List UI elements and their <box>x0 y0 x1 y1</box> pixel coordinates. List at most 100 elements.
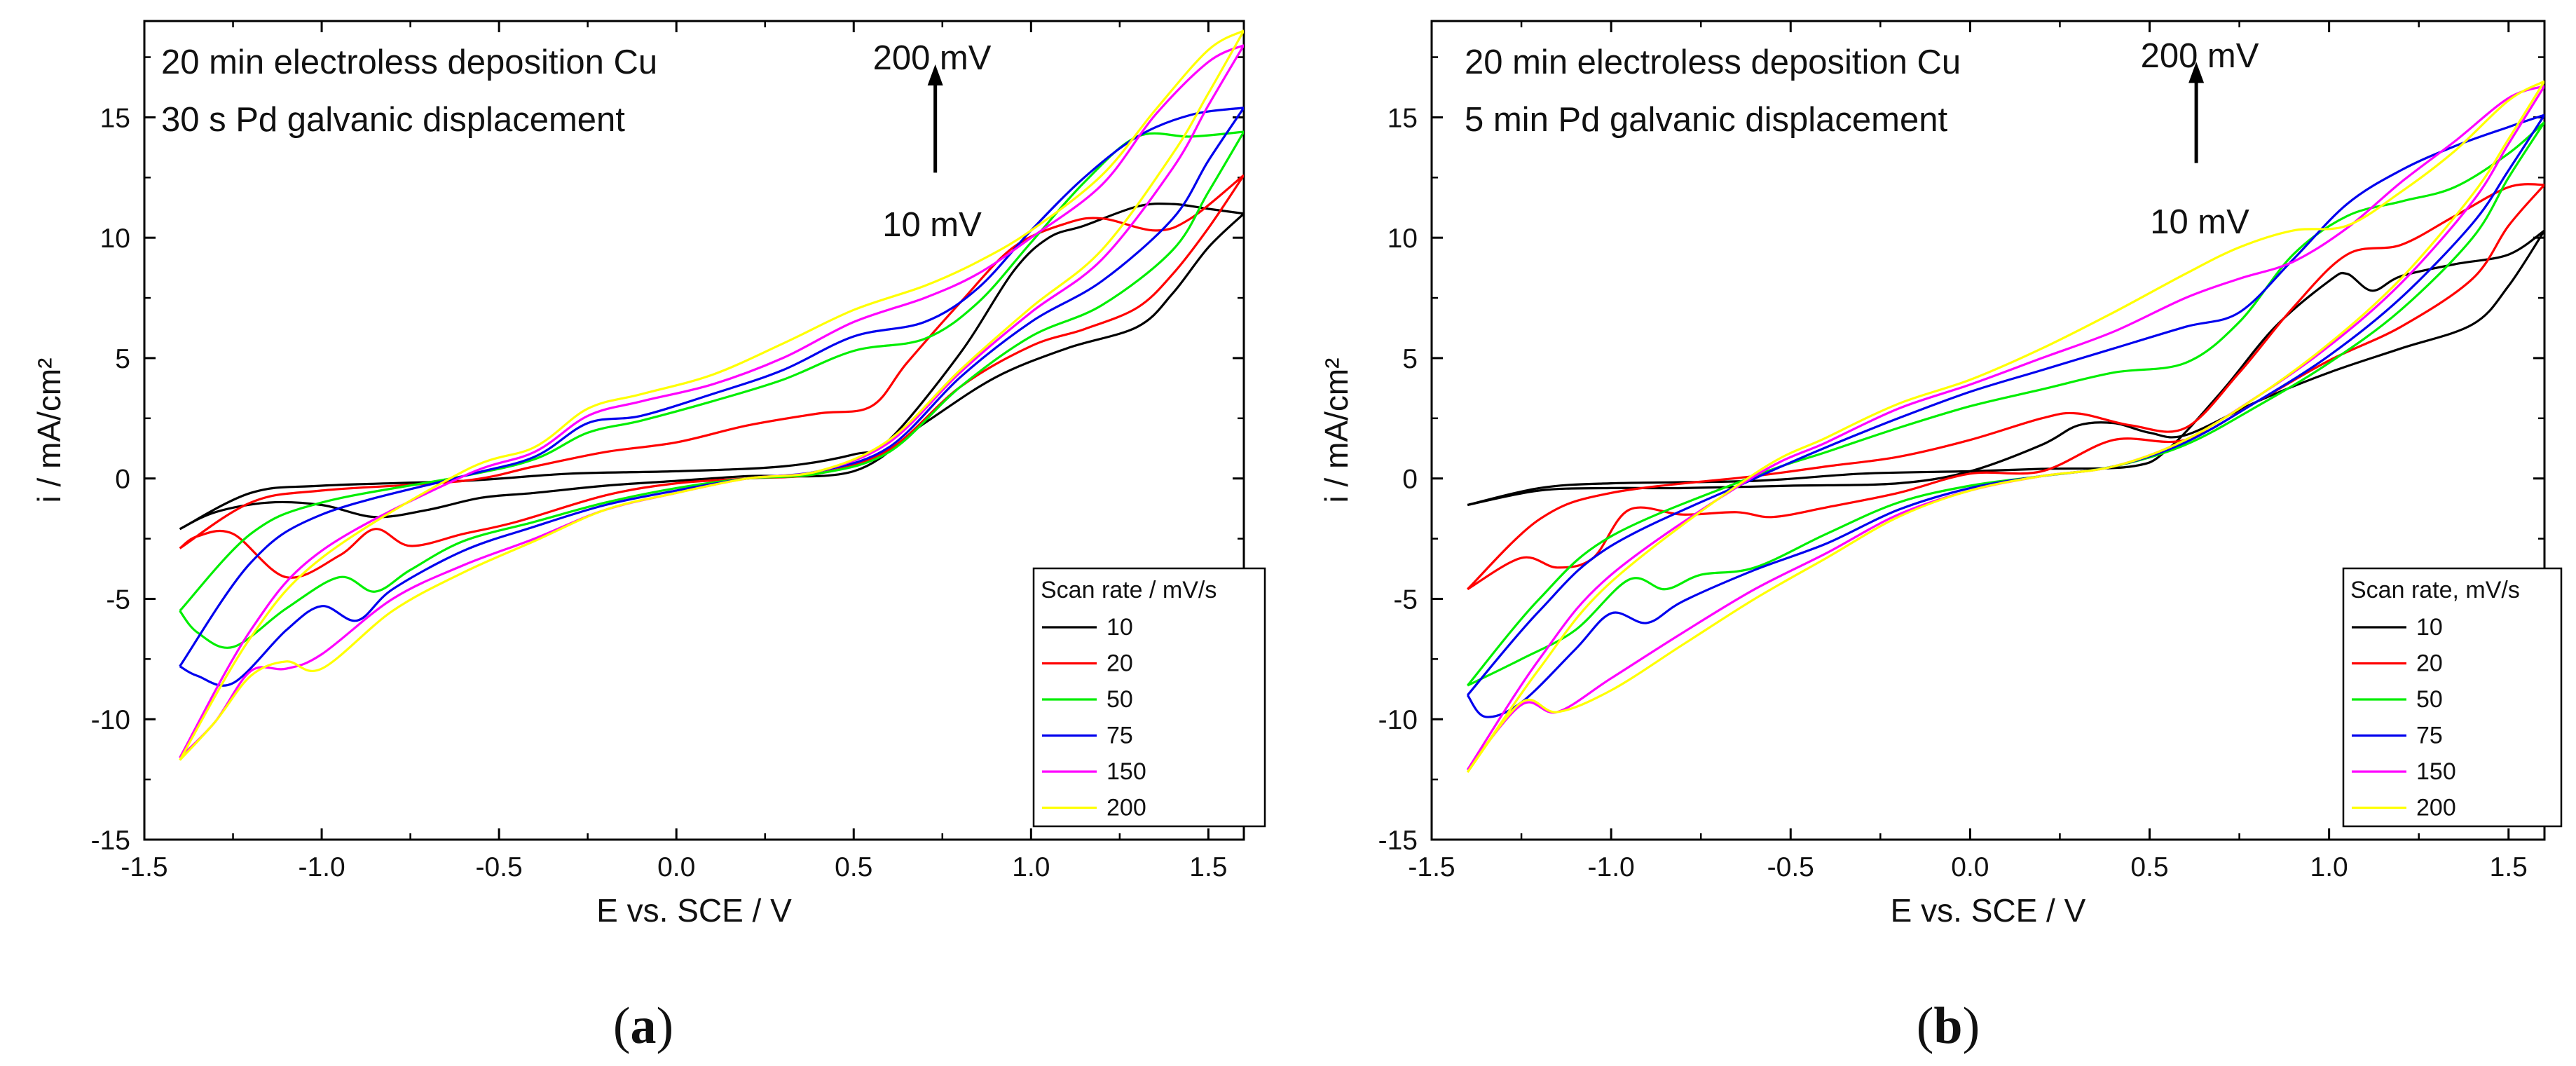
series-200 <box>179 29 1244 761</box>
curve-forward-150 <box>1466 85 2544 771</box>
legend-label-200: 200 <box>2416 795 2456 821</box>
panel-label-letter: b <box>1933 997 1962 1055</box>
panel-label-open: ( <box>613 997 631 1055</box>
y-tick-label: 5 <box>1402 344 1418 374</box>
legend-label-75: 75 <box>2416 723 2443 749</box>
legend-label-20: 20 <box>2416 650 2443 677</box>
series-10 <box>1467 229 2544 507</box>
curve-forward-20 <box>179 174 1244 549</box>
y-tick-label: -15 <box>1378 826 1418 856</box>
legend-box <box>1032 567 1266 828</box>
y-axis: -15 -10 -5 0 5 10 15 <box>91 56 1244 856</box>
annotation-line-2: 30 s Pd galvanic displacement <box>161 101 625 139</box>
annotation-line-1: 20 min electroless deposition Cu <box>161 43 657 81</box>
series-20 <box>1467 183 2544 591</box>
panel-label-close: ) <box>657 997 674 1055</box>
legend-label-20: 20 <box>1107 650 1133 677</box>
legend-label-10: 10 <box>1107 614 1133 641</box>
legend-label-150: 150 <box>1107 758 1146 785</box>
curve-forward-150 <box>179 43 1244 758</box>
curve-forward-10 <box>179 202 1244 531</box>
legend-label-150: 150 <box>2416 758 2456 785</box>
legend-title: Scan rate / mV/s <box>1041 577 1217 603</box>
series-75 <box>1466 114 2544 718</box>
curve-reverse-20 <box>1467 184 2544 591</box>
panel-label-open: ( <box>1917 997 1934 1055</box>
x-tick-label: 1.0 <box>2310 852 2348 882</box>
curve-forward-75 <box>179 107 1244 667</box>
curve-reverse-200 <box>1466 81 2544 773</box>
curve-reverse-50 <box>179 131 1244 649</box>
y-tick-label: -5 <box>1393 585 1418 615</box>
y-axis-title: i / mA/cm² <box>1318 358 1355 503</box>
arrow-bottom-label: 10 mV <box>882 206 982 244</box>
legend-label-200: 200 <box>1107 795 1146 821</box>
x-tick-label: -0.5 <box>476 852 523 882</box>
y-axis: -15 -10 -5 0 5 10 15 <box>1378 56 2544 856</box>
x-tick-label: 1.5 <box>1189 852 1227 882</box>
curve-forward-200 <box>179 29 1244 761</box>
panel-label-letter: a <box>631 997 657 1055</box>
legend: Scan rate / mV/s 10 20 50 75 150 200 <box>1032 567 1266 828</box>
x-tick-label: -1.5 <box>121 852 167 882</box>
curve-reverse-75 <box>1466 114 2544 718</box>
y-tick-label: 5 <box>115 344 130 374</box>
y-tick-label: 10 <box>100 224 130 254</box>
legend-box <box>2342 567 2563 828</box>
curve-reverse-20 <box>179 175 1244 579</box>
legend-label-50: 50 <box>2416 686 2443 713</box>
panel-a: -1.5 -1.0 -0.5 0.0 0.5 1.0 1.5 -15 -10 -5 0 5 10 15 E … <box>31 20 1266 1055</box>
y-tick-label: 10 <box>1388 224 1418 254</box>
legend: Scan rate, mV/s 10 20 50 75 150 200 <box>2342 567 2563 828</box>
panel-label: (b) <box>1917 997 1980 1055</box>
x-tick-label: 0.0 <box>657 852 695 882</box>
x-tick-label: 0.5 <box>2130 852 2168 882</box>
curve-reverse-200 <box>179 29 1244 761</box>
series-20 <box>179 174 1244 579</box>
x-tick-label: 0.0 <box>1951 852 1989 882</box>
x-axis-title: E vs. SCE / V <box>1891 892 2086 929</box>
curve-forward-50 <box>179 130 1244 612</box>
curve-reverse-10 <box>179 212 1244 531</box>
x-tick-label: -1.0 <box>1588 852 1635 882</box>
y-tick-label: -5 <box>106 585 130 615</box>
y-tick-label: 15 <box>1388 103 1418 133</box>
annotation-line-2: 5 min Pd galvanic displacement <box>1465 101 1947 139</box>
y-tick-label: -10 <box>1378 705 1418 735</box>
y-tick-label: 0 <box>1402 465 1418 495</box>
x-axis-title: E vs. SCE / V <box>596 892 792 929</box>
annotation-line-1: 20 min electroless deposition Cu <box>1465 43 1961 81</box>
series-50 <box>179 130 1244 649</box>
series-group <box>1466 80 2544 773</box>
legend-label-50: 50 <box>1107 686 1133 713</box>
y-tick-label: 15 <box>100 103 130 133</box>
y-tick-label: 0 <box>115 465 130 495</box>
plot-frame <box>1430 20 2546 841</box>
curve-forward-20 <box>1467 183 2544 590</box>
series-50 <box>1466 121 2544 687</box>
curve-reverse-75 <box>179 107 1244 687</box>
x-tick-label: -1.5 <box>1408 852 1455 882</box>
x-tick-label: -1.0 <box>298 852 345 882</box>
y-tick-label: -15 <box>91 826 130 856</box>
plot-frame <box>143 20 1245 841</box>
panel-label: (a) <box>613 997 673 1055</box>
curve-forward-75 <box>1466 114 2544 696</box>
curve-forward-10 <box>1467 229 2544 507</box>
x-tick-label: 1.5 <box>2490 852 2528 882</box>
arrow-top-label: 200 mV <box>2141 37 2259 75</box>
scan-rate-arrow-head <box>927 64 943 86</box>
panel-label-close: ) <box>1963 997 1980 1055</box>
curve-reverse-10 <box>1467 230 2544 507</box>
series-75 <box>179 107 1244 687</box>
series-10 <box>179 202 1244 531</box>
series-200 <box>1466 80 2544 773</box>
curve-forward-200 <box>1466 80 2544 773</box>
arrow-bottom-label: 10 mV <box>2150 203 2249 241</box>
x-axis: -1.5 -1.0 -0.5 0.0 0.5 1.0 1.5 <box>1408 21 2528 882</box>
scan-rate-arrow-head <box>2188 62 2205 83</box>
curve-forward-50 <box>1466 121 2544 687</box>
x-tick-label: 0.5 <box>835 852 872 882</box>
x-tick-label: 1.0 <box>1012 852 1050 882</box>
y-axis-title: i / mA/cm² <box>31 358 67 503</box>
